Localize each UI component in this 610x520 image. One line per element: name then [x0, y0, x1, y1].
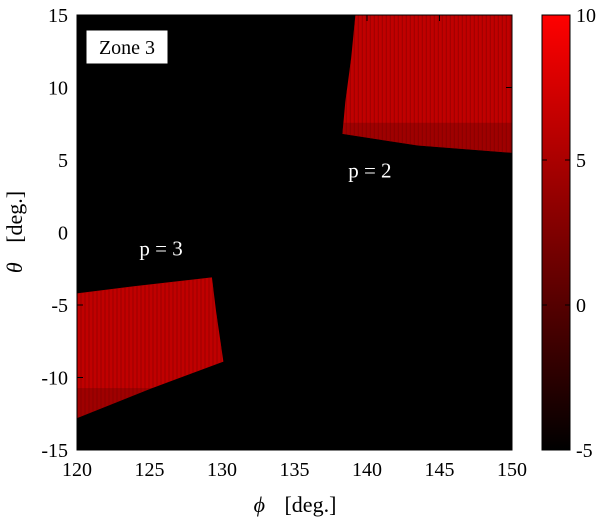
colorbar-tick-label: 5	[576, 150, 586, 172]
region-annotation: p = 2	[348, 158, 391, 182]
y-axis-symbol: θ	[2, 262, 27, 273]
x-tick-label: 130	[207, 459, 237, 481]
x-tick-label: 140	[352, 459, 382, 481]
colorbar-tick-label: -5	[576, 440, 593, 462]
region-annotation: p = 3	[139, 237, 182, 261]
colorbar	[541, 14, 571, 451]
y-axis-ticks: -15 -10 -5 0 5 10 15	[41, 5, 512, 462]
x-tick-label: 135	[280, 459, 310, 481]
heatmap-region	[342, 15, 512, 153]
x-tick-label: 125	[135, 459, 165, 481]
y-axis-unit: [deg.]	[2, 191, 27, 243]
colorbar-ticks: -5 0 5 10	[542, 5, 596, 462]
x-axis-label: ϕ [deg.]	[254, 492, 337, 517]
y-tick-label: -15	[41, 440, 68, 462]
x-tick-label: 120	[62, 459, 92, 481]
colorbar-tick-label: 10	[576, 5, 596, 27]
y-tick-label: -10	[41, 368, 68, 390]
y-tick-label: 5	[58, 150, 68, 172]
y-tick-label: 15	[48, 5, 68, 27]
x-tick-label: 145	[425, 459, 455, 481]
y-axis-label: θ [deg.]	[2, 191, 27, 273]
region-stripes	[342, 15, 512, 153]
x-axis-symbol: ϕ	[254, 492, 265, 517]
y-tick-label: -5	[51, 295, 68, 317]
x-axis-ticks: 120 125 130 135 140 145 150	[62, 15, 527, 481]
x-axis-unit: [deg.]	[284, 492, 336, 517]
region-annotations: p = 2 p = 3	[139, 158, 391, 260]
colorbar-tick-label: 0	[576, 295, 586, 317]
zone-legend-box: Zone 3	[85, 29, 169, 65]
y-tick-label: 0	[58, 223, 68, 245]
x-tick-label: 150	[497, 459, 527, 481]
zone-legend-text: Zone 3	[99, 37, 155, 59]
y-tick-label: 10	[48, 78, 68, 100]
